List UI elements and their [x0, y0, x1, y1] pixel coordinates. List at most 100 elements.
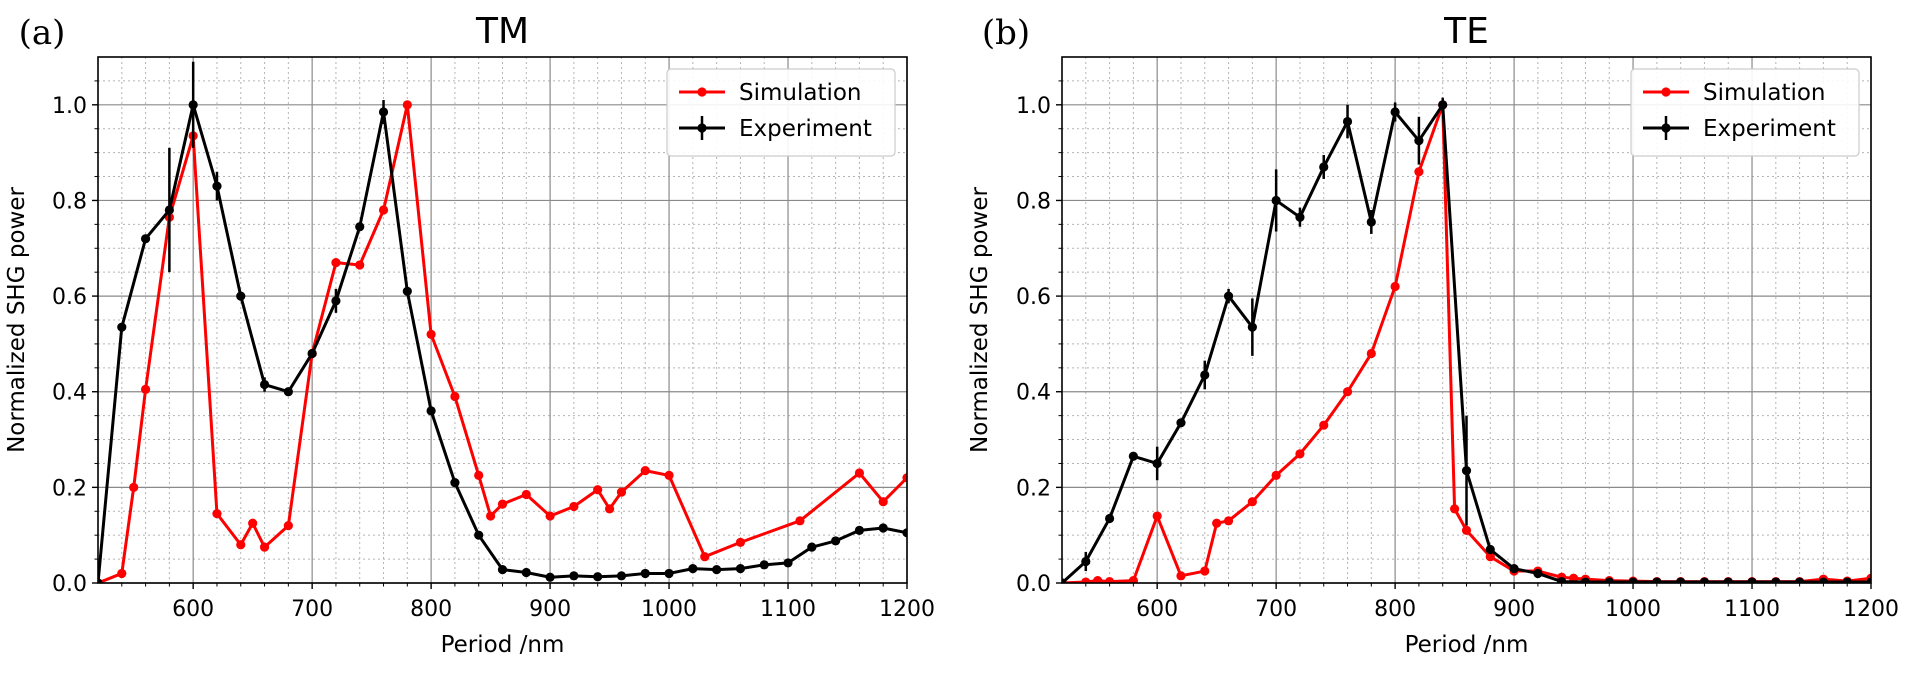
legend-label-experiment: Experiment — [1703, 116, 1836, 142]
y-tick-label: 0.0 — [1016, 572, 1051, 597]
data-point — [1200, 566, 1210, 576]
x-tick-label: 800 — [410, 597, 452, 622]
data-point — [1247, 497, 1257, 507]
data-point — [426, 406, 436, 416]
data-point — [664, 568, 674, 579]
data-point — [616, 571, 627, 581]
data-point — [129, 482, 139, 492]
data-point — [1414, 136, 1424, 146]
data-point — [1295, 449, 1305, 459]
data-point — [1414, 167, 1424, 177]
data-point — [1533, 568, 1543, 579]
y-axis-label: Normalized SHG power — [4, 187, 30, 453]
y-tick-label: 0.6 — [52, 285, 87, 310]
data-point — [569, 501, 579, 512]
data-point — [1866, 577, 1871, 583]
data-point — [1747, 577, 1757, 583]
data-point — [1438, 100, 1448, 110]
data-point — [1319, 162, 1329, 172]
data-point — [854, 468, 865, 478]
data-point — [259, 542, 270, 552]
y-tick-label: 0.6 — [1016, 285, 1051, 310]
y-tick-label: 0.8 — [52, 189, 87, 214]
data-point — [1247, 322, 1257, 332]
data-point — [1676, 577, 1686, 583]
x-tick-label: 700 — [291, 597, 333, 622]
data-point — [1450, 504, 1460, 514]
data-point — [854, 525, 865, 536]
data-point — [1390, 107, 1400, 117]
legend-marker-simulation — [697, 87, 707, 97]
data-point — [569, 571, 579, 581]
data-point — [795, 516, 805, 526]
data-point — [1093, 576, 1103, 583]
chart-title: TM — [475, 11, 529, 52]
x-tick-label: 700 — [1255, 597, 1297, 622]
data-point — [1795, 577, 1805, 583]
plot-frame — [97, 56, 908, 584]
legend-marker-simulation — [1661, 87, 1671, 97]
data-point — [474, 470, 484, 481]
data-point — [1295, 212, 1305, 222]
data-point — [117, 322, 127, 332]
data-point — [1842, 577, 1852, 583]
data-point — [640, 568, 650, 579]
x-tick-label: 1000 — [641, 597, 697, 622]
data-point — [1652, 577, 1662, 583]
data-point — [521, 489, 531, 500]
data-point — [1081, 577, 1091, 583]
data-point — [355, 222, 365, 232]
data-point — [688, 564, 698, 574]
x-tick-label: 1200 — [1843, 597, 1899, 622]
data-point — [831, 536, 841, 546]
series-experiment — [98, 61, 907, 583]
legend-label-experiment: Experiment — [739, 116, 872, 142]
data-point — [1485, 544, 1495, 555]
x-tick-label: 600 — [172, 597, 214, 622]
axes: 600 700 800 900 1000 1100 1200 0.0 0.2 0.4 0.6 0.8 1… — [1016, 80, 1899, 622]
x-tick-label: 800 — [1374, 597, 1416, 622]
y-tick-label: 0.2 — [1016, 476, 1051, 501]
data-point — [1723, 577, 1733, 583]
data-point — [593, 572, 603, 582]
data-point — [283, 387, 293, 397]
data-point — [1200, 370, 1210, 380]
data-point — [545, 511, 555, 521]
data-point — [878, 497, 888, 507]
data-point — [1390, 281, 1400, 292]
data-point — [331, 296, 341, 306]
legend: Simulation Experiment — [1630, 68, 1860, 157]
data-point — [1223, 291, 1234, 301]
data-point — [807, 542, 817, 552]
data-point — [616, 487, 627, 497]
data-point — [486, 511, 496, 521]
x-axis-label: Period /nm — [441, 632, 565, 658]
data-point — [497, 499, 508, 509]
data-point — [497, 565, 508, 575]
legend-label-simulation: Simulation — [1703, 80, 1826, 106]
x-tick-label: 1200 — [879, 597, 935, 622]
series-experiment — [1062, 97, 1871, 583]
x-tick-label: 600 — [1136, 597, 1178, 622]
data-point — [402, 100, 412, 110]
data-point — [878, 523, 888, 533]
data-point — [402, 286, 412, 296]
data-point — [259, 379, 270, 390]
series-simulation — [98, 100, 907, 583]
data-point — [1604, 577, 1614, 583]
x-tick-label: 1100 — [760, 597, 816, 622]
data-point — [735, 564, 746, 574]
data-point — [283, 521, 293, 531]
data-point — [1342, 116, 1353, 127]
legend-label-simulation: Simulation — [739, 80, 862, 106]
data-point — [712, 565, 722, 575]
data-point — [664, 470, 674, 481]
data-point — [140, 234, 151, 244]
y-tick-label: 0.8 — [1016, 189, 1051, 214]
data-point — [236, 540, 246, 550]
data-point — [640, 466, 650, 476]
data-point — [1176, 571, 1186, 581]
x-tick-label: 900 — [529, 597, 571, 622]
y-tick-label: 1.0 — [52, 94, 87, 119]
